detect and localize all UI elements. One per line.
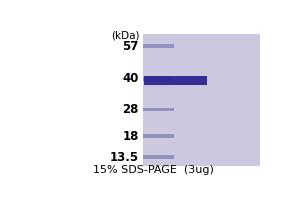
Text: (kDa): (kDa) bbox=[111, 31, 140, 41]
Bar bbox=[143, 134, 173, 138]
Bar bbox=[143, 108, 173, 111]
Bar bbox=[143, 77, 173, 81]
Bar bbox=[143, 34, 260, 166]
Bar bbox=[145, 76, 207, 85]
Bar bbox=[143, 155, 173, 159]
Text: 18: 18 bbox=[122, 130, 139, 143]
Text: 15% SDS-PAGE  (3ug): 15% SDS-PAGE (3ug) bbox=[93, 165, 214, 175]
Text: 40: 40 bbox=[122, 72, 139, 85]
Text: 13.5: 13.5 bbox=[110, 151, 139, 164]
Text: 57: 57 bbox=[122, 40, 139, 53]
Bar bbox=[143, 44, 173, 48]
Text: 28: 28 bbox=[122, 103, 139, 116]
